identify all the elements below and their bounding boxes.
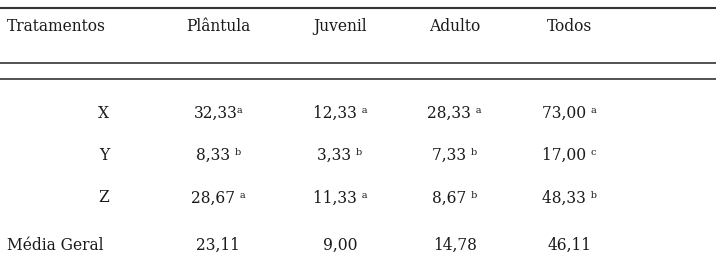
Text: Z: Z [98,189,110,206]
Text: 8,33 ᵇ: 8,33 ᵇ [195,147,241,164]
Text: Juvenil: Juvenil [314,18,367,36]
Text: 8,67 ᵇ: 8,67 ᵇ [432,189,478,206]
Text: 28,67 ᵃ: 28,67 ᵃ [191,189,246,206]
Text: 28,33 ᵃ: 28,33 ᵃ [427,105,482,122]
Text: 48,33 ᵇ: 48,33 ᵇ [542,189,596,206]
Text: 46,11: 46,11 [547,237,591,254]
Text: 12,33 ᵃ: 12,33 ᵃ [313,105,367,122]
Text: X: X [98,105,110,122]
Text: 32,33ᵃ: 32,33ᵃ [193,105,243,122]
Text: 11,33 ᵃ: 11,33 ᵃ [313,189,367,206]
Text: Média Geral: Média Geral [7,237,104,254]
Text: 3,33 ᵇ: 3,33 ᵇ [317,147,363,164]
Text: Todos: Todos [546,18,592,36]
Text: Tratamentos: Tratamentos [7,18,106,36]
Text: 14,78: 14,78 [432,237,477,254]
Text: 9,00: 9,00 [323,237,357,254]
Text: 7,33 ᵇ: 7,33 ᵇ [432,147,478,164]
Text: Y: Y [99,147,109,164]
Text: 17,00 ᶜ: 17,00 ᶜ [542,147,596,164]
Text: Adulto: Adulto [429,18,480,36]
Text: 23,11: 23,11 [196,237,241,254]
Text: 73,00 ᵃ: 73,00 ᵃ [542,105,596,122]
Text: Plântula: Plântula [186,18,251,36]
